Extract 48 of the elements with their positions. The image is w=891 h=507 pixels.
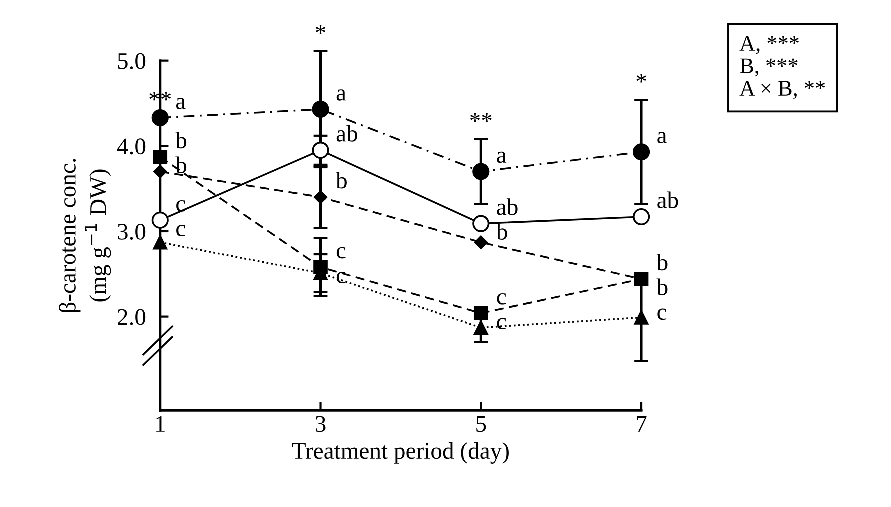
- annotation: c: [658, 308, 667, 320]
- annotation: c: [497, 293, 506, 305]
- point: [474, 236, 488, 250]
- point: [153, 235, 168, 250]
- x-axis-title: Treatment period (day): [292, 442, 509, 464]
- point: [474, 306, 488, 321]
- annotation: a: [658, 132, 667, 144]
- y-axis-title: β-carotene conc. (mg g$^{−1}$ DW): [59, 159, 112, 312]
- point: [312, 142, 330, 159]
- point: [314, 190, 328, 204]
- y-tick-label: 4.0: [117, 138, 146, 155]
- point: [632, 208, 650, 226]
- point: [474, 320, 488, 336]
- text: *: [316, 25, 326, 34]
- annotation: ab: [336, 125, 358, 142]
- x-tick-label: 7: [637, 416, 647, 432]
- annotation: c: [336, 247, 346, 259]
- annotation: b: [176, 132, 187, 149]
- annotation: ab: [658, 192, 678, 208]
- point: [152, 212, 169, 229]
- x-tick-label: 5: [476, 416, 486, 432]
- annotation: b: [656, 254, 668, 271]
- point: [634, 272, 649, 286]
- annotation: b: [656, 278, 668, 296]
- point: [632, 144, 650, 161]
- annotation: ab: [497, 198, 518, 216]
- point: [472, 163, 490, 180]
- annotation: c: [176, 225, 186, 237]
- annotation: a: [497, 152, 507, 164]
- point: [154, 164, 168, 179]
- annotation: c: [497, 318, 506, 330]
- y-tick-label: 3.0: [118, 224, 146, 240]
- annotation: a: [176, 98, 186, 110]
- x-tick-label: 3: [316, 416, 326, 432]
- annotation: a: [336, 90, 346, 101]
- annotation: b: [496, 223, 508, 240]
- annotation: *: [636, 74, 646, 83]
- point: [634, 310, 649, 325]
- y-tick-label: 2.0: [118, 309, 146, 326]
- annotation: **: [470, 113, 492, 122]
- point: [152, 109, 169, 127]
- text: A, *** B, *** A × B, **: [740, 36, 826, 100]
- point: [312, 100, 330, 118]
- annotation: b: [336, 172, 347, 189]
- point: [153, 150, 168, 164]
- y-tick-label: 5.0: [118, 53, 146, 70]
- point: [472, 215, 490, 232]
- x-tick-label: 1: [156, 416, 165, 432]
